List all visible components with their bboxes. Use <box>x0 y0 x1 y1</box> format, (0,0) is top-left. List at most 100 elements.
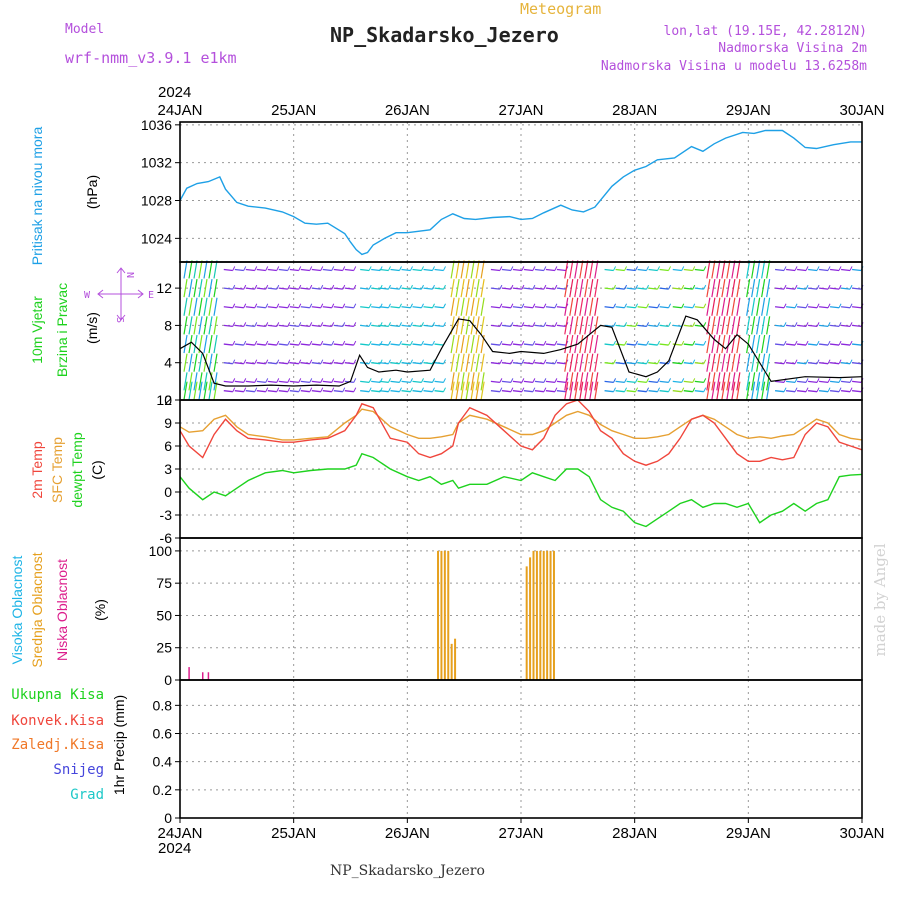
wind-barb <box>766 372 771 391</box>
wind-barb <box>659 287 669 290</box>
wind-barb <box>805 322 809 327</box>
wind-barb <box>379 390 389 393</box>
wind-barb <box>736 260 741 279</box>
wind-barb <box>443 303 446 308</box>
wind-barb <box>412 287 422 290</box>
wind-barb <box>589 279 594 298</box>
y-tick-label: 25 <box>156 640 172 656</box>
wind-barb <box>646 359 650 364</box>
wind-barb <box>510 322 514 327</box>
pressure-panel-frame <box>179 121 863 263</box>
wind-barb <box>298 266 302 271</box>
wind-barb <box>243 387 247 392</box>
year-bottom: 2024 <box>158 840 191 857</box>
wind-barb <box>278 268 288 272</box>
wind-barb <box>668 359 672 364</box>
wind-barb <box>198 297 203 316</box>
wind-barb <box>371 380 381 383</box>
wind-barb <box>703 387 707 392</box>
wind-barb <box>683 362 693 365</box>
wind-barb <box>499 359 503 364</box>
wind-barb <box>501 287 511 290</box>
wind-barb <box>564 381 569 400</box>
wind-barb <box>311 324 321 328</box>
wind-barb <box>243 303 247 308</box>
wind-barb <box>579 260 584 279</box>
wind-barb <box>805 359 809 364</box>
wind-barb <box>746 316 751 335</box>
wind-barb <box>646 284 650 290</box>
wind-barb <box>534 268 544 272</box>
wind-barb <box>818 390 829 393</box>
wind-barb <box>499 266 503 271</box>
compass-rose-icon: W E N S <box>84 267 154 323</box>
wind-barb <box>265 322 269 327</box>
wind-barb <box>659 343 669 346</box>
wind-barb <box>827 284 831 290</box>
wind-barb <box>574 279 579 298</box>
wind-barb <box>278 390 288 393</box>
wind-barb <box>569 353 574 372</box>
wind-barb <box>703 359 707 364</box>
temp-label-2: SFC Temp <box>49 437 65 503</box>
wind-barb <box>840 306 851 309</box>
wind-barb <box>794 378 798 383</box>
wind-barb <box>838 378 842 383</box>
wind-barb <box>232 378 236 383</box>
wind-barb <box>390 268 400 272</box>
wind-barb <box>432 266 435 271</box>
wind-barb <box>681 303 685 308</box>
wind-barb <box>412 343 422 346</box>
wind-barb <box>545 324 555 328</box>
wind-barb <box>333 390 343 393</box>
wind-barb <box>761 372 766 391</box>
wind-barb <box>412 324 422 328</box>
wind-barb <box>818 306 829 309</box>
wind-barb <box>423 343 433 346</box>
wind-barb <box>371 362 381 365</box>
wind-barb <box>668 378 672 383</box>
wind-barb <box>265 266 269 271</box>
wind-barb <box>751 381 756 400</box>
wind-barb <box>796 306 807 309</box>
wind-barb <box>615 362 625 365</box>
wind-barb <box>368 322 372 327</box>
wind-barb <box>501 390 511 393</box>
wind-barb <box>410 284 413 290</box>
wind-barb <box>480 381 485 400</box>
wind-barb <box>726 381 731 400</box>
wind-barb <box>432 378 435 383</box>
wind-barb <box>594 353 599 372</box>
wind-barb <box>490 362 500 365</box>
wind-barb <box>668 303 672 308</box>
wind-barb <box>300 390 310 393</box>
wind-barb <box>556 324 566 328</box>
wind-barb <box>543 340 547 346</box>
wind-barb <box>309 387 313 392</box>
cloud-label-3: Niska Oblacnost <box>54 559 70 661</box>
wind-barb <box>783 266 787 271</box>
wind-speed-line <box>179 315 863 387</box>
axis-ticks: 102410281032103604812-6-3036912025507510… <box>141 102 885 842</box>
wind-barb <box>388 340 391 346</box>
wind-barb <box>659 306 669 309</box>
wind-barb <box>637 306 647 309</box>
wind-barb <box>761 260 766 279</box>
wind-barb <box>648 362 658 365</box>
wind-barb <box>188 279 193 298</box>
x-tick-label-top: 25JAN <box>271 102 316 119</box>
wind-barb <box>298 387 302 392</box>
wind-barb <box>287 284 291 290</box>
wind-barb <box>193 334 198 354</box>
wind-barb <box>276 359 280 364</box>
wind-barbs <box>183 260 864 400</box>
wind-barb <box>298 303 302 308</box>
wind-barb <box>423 306 433 309</box>
wind-barb <box>188 353 193 372</box>
wind-barb <box>208 260 213 279</box>
wind-barb <box>470 297 475 316</box>
wind-barb <box>721 279 726 298</box>
wind-barb <box>243 340 247 346</box>
wind-barb <box>360 268 370 272</box>
model-name: wrf-nmm_v3.9.1 e1km <box>65 49 237 67</box>
